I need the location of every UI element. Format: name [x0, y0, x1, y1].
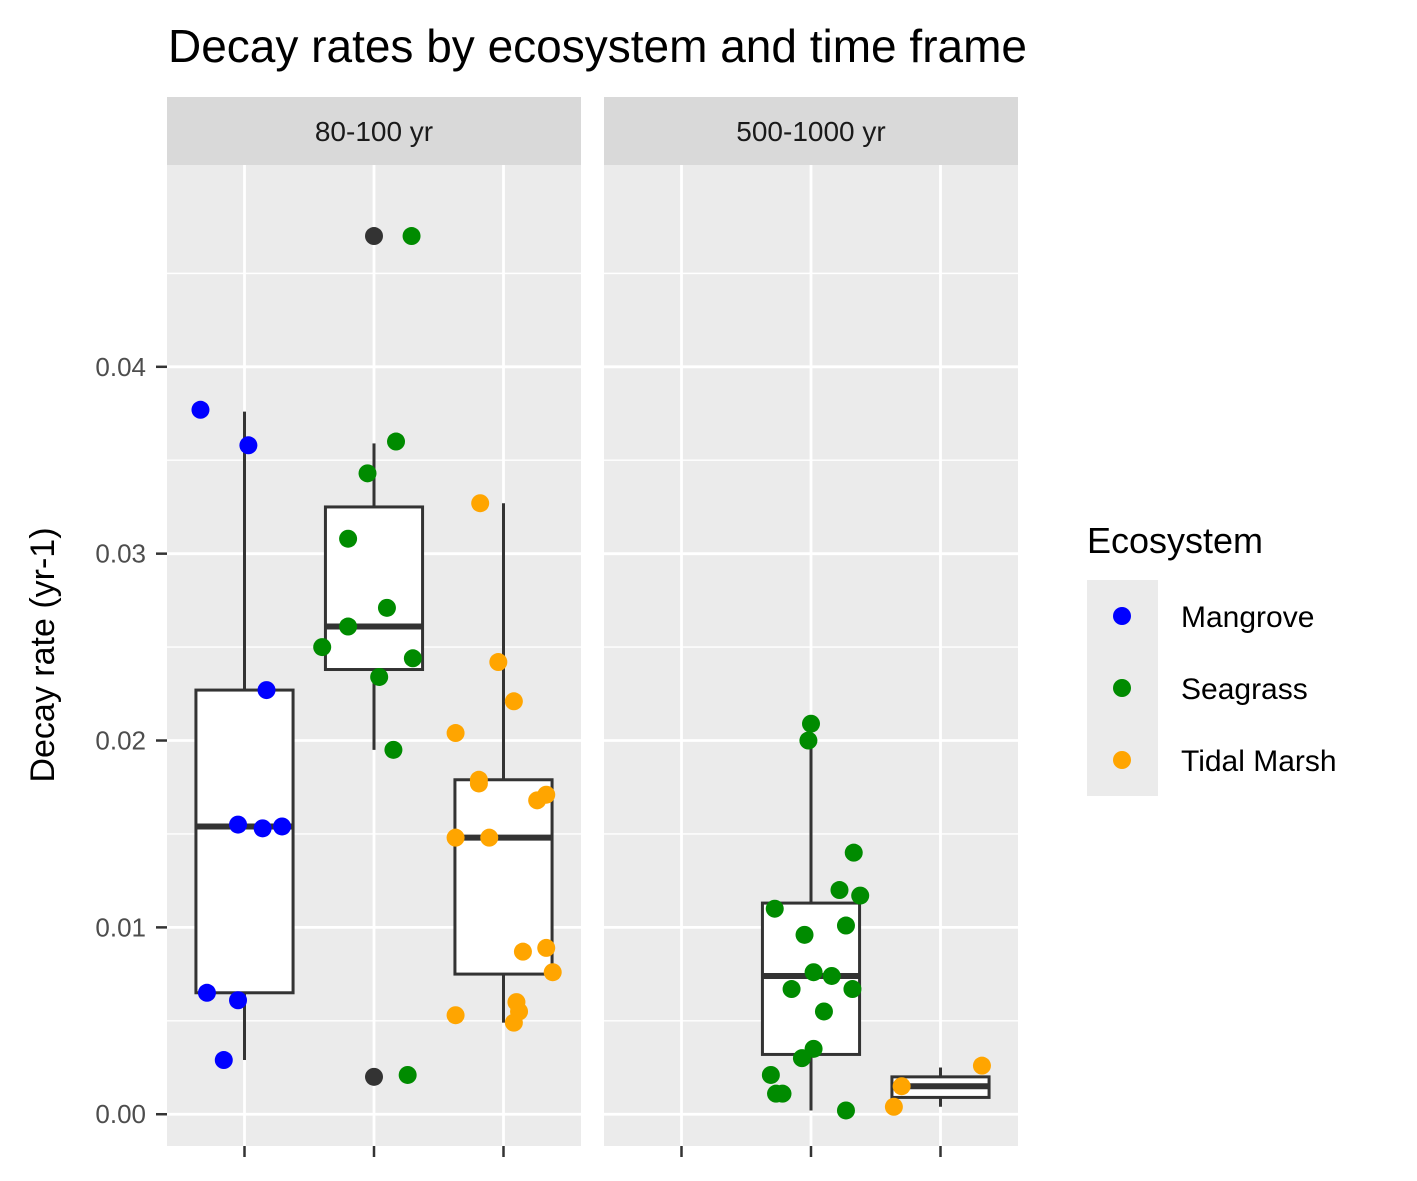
data-point	[844, 843, 863, 862]
legend: Ecosystem Mangrove Seagrass Tidal Marsh	[1087, 520, 1337, 796]
data-point	[884, 1097, 903, 1116]
data-point	[773, 1084, 792, 1103]
boxplot-box	[194, 411, 295, 1061]
facet-panel: 500-1000 yr	[604, 97, 1018, 1157]
data-point	[802, 714, 820, 733]
data-point	[403, 649, 422, 668]
facet-strip-label: 500-1000 yr	[736, 116, 885, 147]
data-point	[446, 724, 465, 743]
data-point	[836, 1101, 855, 1120]
facet-strip	[167, 97, 581, 165]
data-point	[799, 731, 818, 750]
legend-key	[1113, 607, 1131, 625]
y-tick-label: 0.04	[95, 352, 146, 382]
legend-entries: Mangrove Seagrass Tidal Marsh	[1113, 601, 1337, 778]
data-point	[795, 925, 814, 944]
data-point	[273, 817, 292, 836]
data-point	[471, 494, 490, 513]
data-point	[398, 1065, 417, 1084]
data-point	[804, 963, 823, 982]
data-point	[229, 991, 248, 1010]
data-point	[843, 980, 862, 999]
data-point	[402, 227, 421, 246]
data-point	[489, 653, 508, 672]
facet-panel: 80-100 yr	[167, 97, 581, 1157]
y-tick-label: 0.03	[95, 539, 146, 569]
data-point	[528, 791, 547, 810]
data-point	[214, 1051, 233, 1070]
data-point	[537, 938, 556, 957]
data-point	[504, 692, 523, 711]
data-point	[229, 815, 248, 834]
data-point	[822, 966, 841, 985]
data-point	[814, 1002, 833, 1021]
legend-label: Seagrass	[1181, 673, 1308, 706]
data-point	[830, 881, 849, 900]
data-point	[253, 819, 272, 838]
data-point	[446, 828, 465, 847]
y-axis: 0.00 0.01 0.02 0.03 0.04	[95, 352, 167, 1129]
box-iqr	[453, 778, 554, 976]
y-axis-title: Decay rate (yr-1)	[24, 527, 62, 782]
box-iqr	[323, 505, 425, 672]
data-point	[377, 598, 396, 617]
legend-key	[1113, 751, 1131, 769]
legend-label: Mangrove	[1181, 601, 1314, 634]
y-tick-label: 0.01	[95, 912, 146, 942]
data-point	[513, 942, 532, 961]
data-point	[358, 464, 377, 483]
facet-strip	[604, 97, 1018, 165]
data-point	[239, 436, 258, 455]
data-point	[387, 432, 406, 451]
data-point	[765, 899, 784, 918]
data-point	[792, 1049, 811, 1068]
outlier-point	[365, 1067, 383, 1086]
chart-title: Decay rates by ecosystem and time frame	[168, 20, 1027, 72]
legend-label: Tidal Marsh	[1181, 745, 1337, 778]
y-tick-label: 0.00	[95, 1099, 146, 1129]
data-point	[469, 774, 488, 793]
y-tick-label: 0.02	[95, 726, 146, 756]
legend-key	[1113, 679, 1131, 697]
data-point	[480, 828, 499, 847]
legend-title: Ecosystem	[1087, 520, 1263, 561]
data-point	[504, 1013, 523, 1032]
data-point	[370, 667, 389, 686]
data-point	[782, 980, 801, 999]
data-point	[851, 886, 870, 905]
data-point	[892, 1077, 911, 1096]
data-point	[191, 400, 210, 419]
data-point	[339, 617, 358, 636]
data-point	[446, 1006, 465, 1025]
data-point	[197, 983, 216, 1002]
box-iqr	[194, 688, 295, 995]
facet-panels: 80-100 yr 500-1000 yr	[167, 97, 1018, 1157]
boxplot-box	[453, 503, 554, 1023]
outlier-point	[365, 227, 383, 246]
data-point	[339, 529, 358, 548]
data-point	[313, 638, 332, 657]
data-point	[761, 1065, 780, 1084]
data-point	[257, 681, 276, 700]
data-point	[836, 916, 855, 935]
data-point	[384, 740, 403, 759]
facet-strip-label: 80-100 yr	[315, 116, 433, 147]
data-point	[543, 963, 562, 982]
data-point	[972, 1056, 991, 1075]
